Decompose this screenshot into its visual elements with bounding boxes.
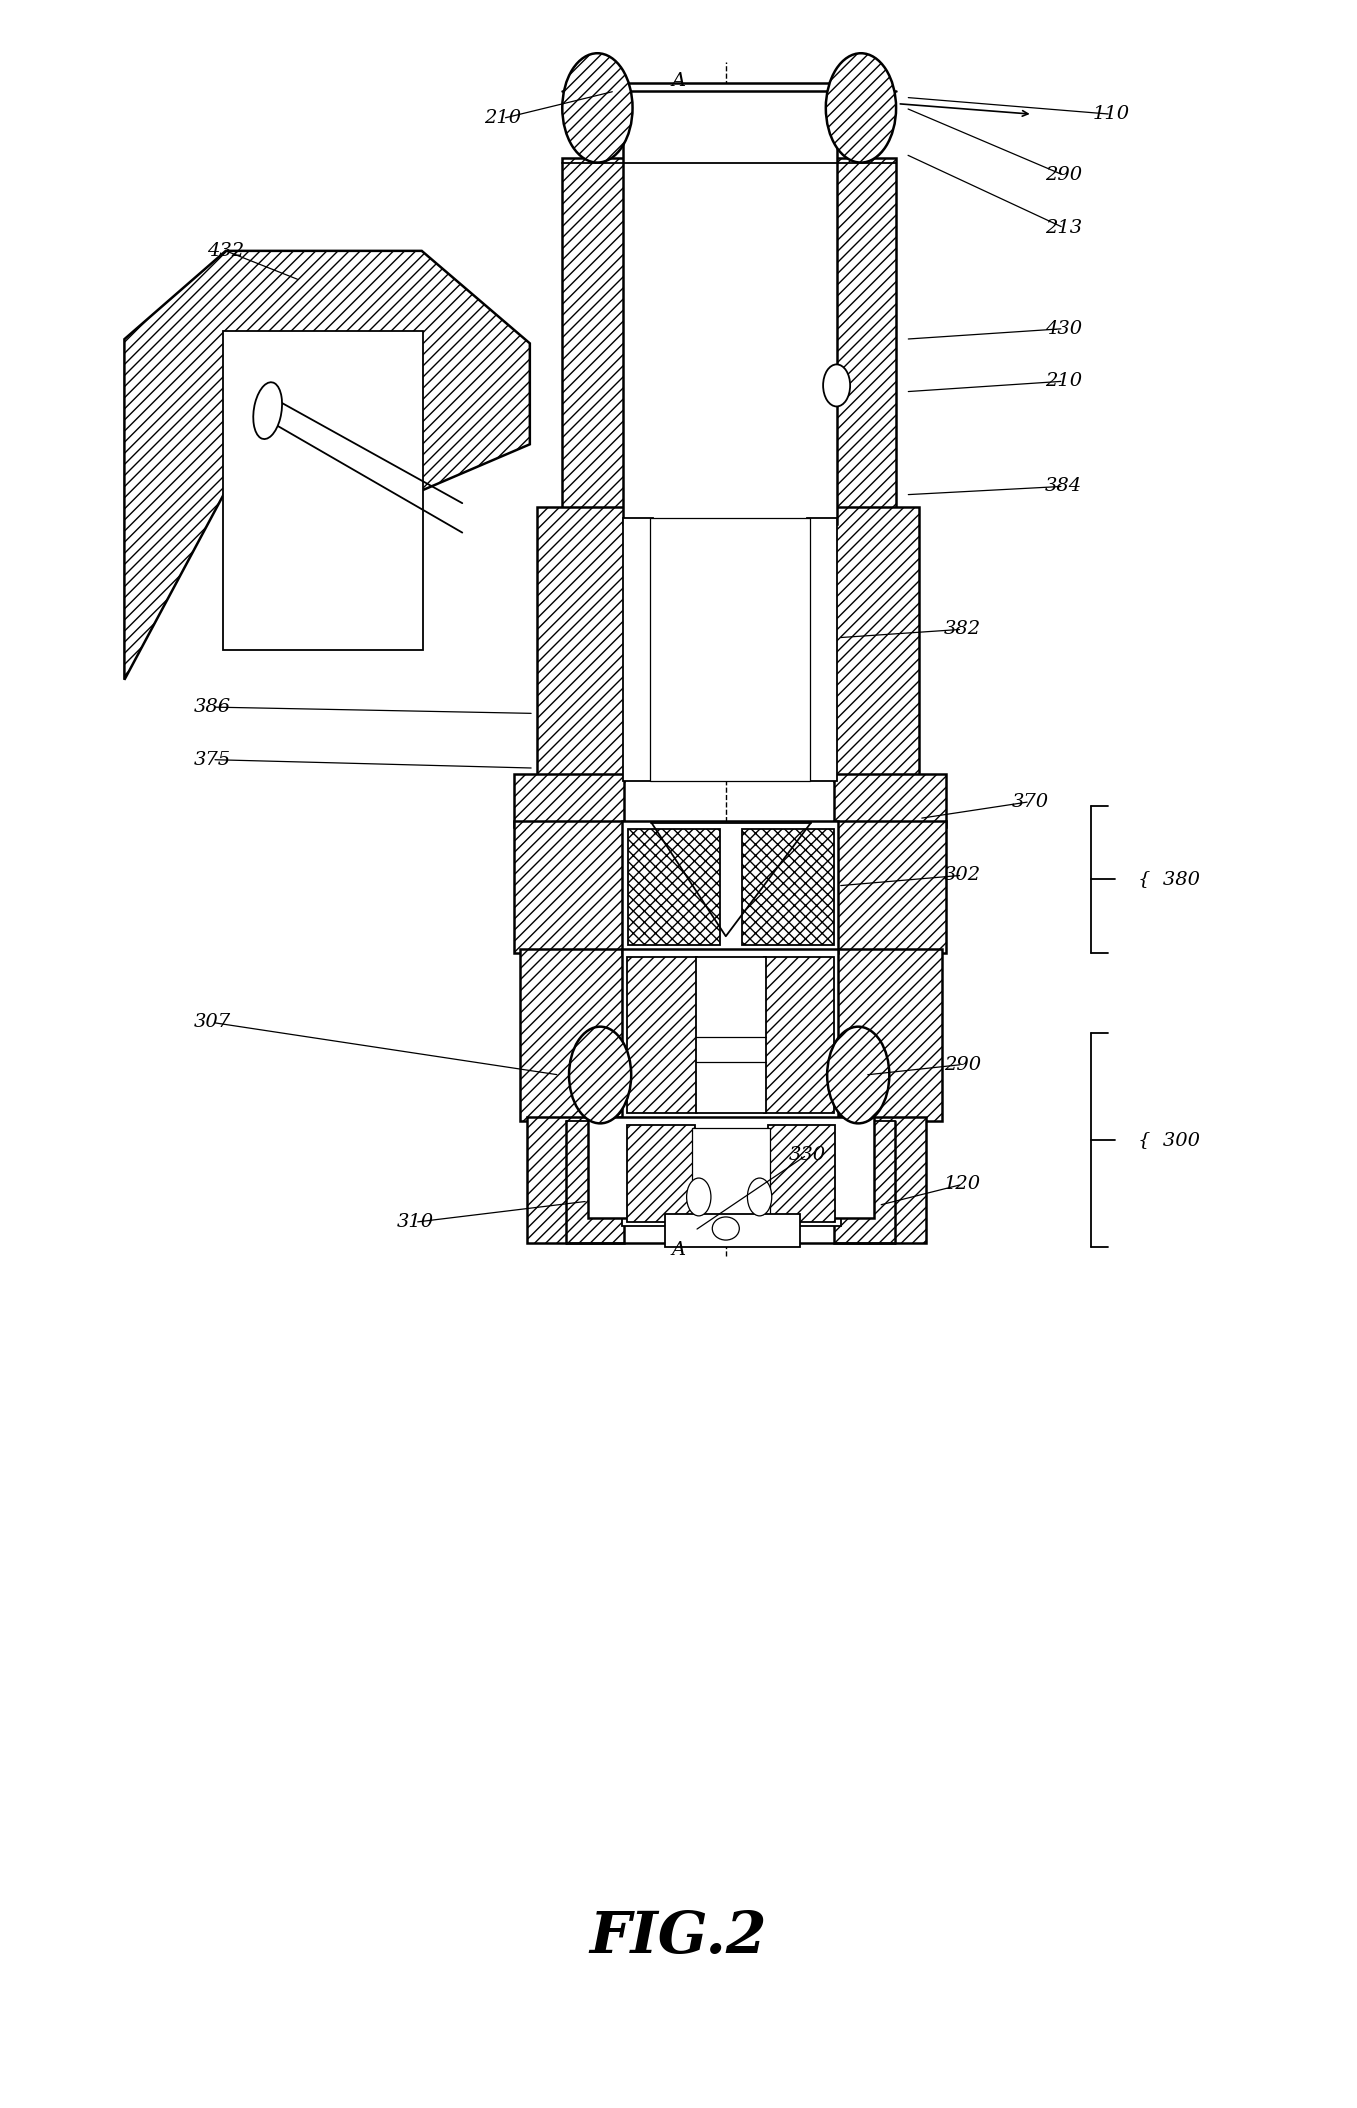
Bar: [513, 820, 624, 953]
Bar: [627, 957, 697, 1113]
Bar: [835, 949, 942, 1121]
Bar: [696, 957, 767, 1113]
Text: 210: 210: [1045, 373, 1083, 390]
Ellipse shape: [254, 382, 282, 438]
Circle shape: [569, 1027, 631, 1124]
Bar: [650, 519, 810, 780]
Bar: [835, 508, 919, 780]
Circle shape: [824, 365, 849, 407]
Bar: [520, 949, 624, 1121]
Text: 290: 290: [943, 1056, 981, 1073]
Circle shape: [828, 1027, 889, 1124]
Text: 370: 370: [1011, 793, 1049, 812]
Bar: [527, 1117, 624, 1244]
Bar: [622, 820, 839, 953]
Bar: [513, 774, 624, 826]
Circle shape: [748, 1178, 772, 1216]
Bar: [692, 1128, 771, 1218]
Text: {  300: { 300: [1139, 1132, 1200, 1149]
Bar: [588, 1117, 874, 1218]
Text: 386: 386: [194, 698, 231, 717]
Text: A: A: [672, 72, 685, 89]
Bar: [835, 1117, 925, 1244]
Circle shape: [826, 53, 896, 162]
Text: 120: 120: [943, 1176, 981, 1193]
Text: 213: 213: [1045, 219, 1083, 236]
Bar: [835, 820, 946, 953]
Text: 210: 210: [484, 110, 521, 126]
Text: {  380: { 380: [1139, 871, 1200, 887]
Bar: [623, 82, 837, 525]
Circle shape: [687, 1178, 711, 1216]
Text: 110: 110: [1092, 105, 1129, 122]
Bar: [562, 158, 624, 512]
Ellipse shape: [712, 1216, 740, 1240]
Bar: [835, 158, 896, 512]
Bar: [223, 331, 423, 651]
Text: 290: 290: [1045, 167, 1083, 183]
Bar: [807, 519, 837, 780]
Bar: [623, 519, 653, 780]
Bar: [764, 957, 835, 1113]
Bar: [665, 1214, 801, 1248]
Bar: [622, 1121, 841, 1227]
Text: A: A: [672, 1240, 685, 1258]
Text: 302: 302: [943, 866, 981, 883]
Polygon shape: [125, 251, 529, 679]
Text: 382: 382: [943, 620, 981, 639]
Bar: [536, 508, 624, 780]
Text: 430: 430: [1045, 320, 1083, 337]
Text: 310: 310: [396, 1214, 433, 1231]
Text: 330: 330: [788, 1147, 825, 1164]
Circle shape: [562, 53, 632, 162]
Bar: [622, 949, 839, 1121]
Bar: [627, 1126, 695, 1223]
Bar: [768, 1126, 836, 1223]
Text: 384: 384: [1045, 476, 1083, 495]
Bar: [628, 828, 721, 944]
Text: 307: 307: [194, 1014, 231, 1031]
Bar: [835, 774, 946, 826]
Text: 375: 375: [194, 750, 231, 769]
Bar: [742, 828, 835, 944]
Text: 432: 432: [208, 242, 244, 259]
Text: FIG.2: FIG.2: [590, 1908, 767, 1965]
